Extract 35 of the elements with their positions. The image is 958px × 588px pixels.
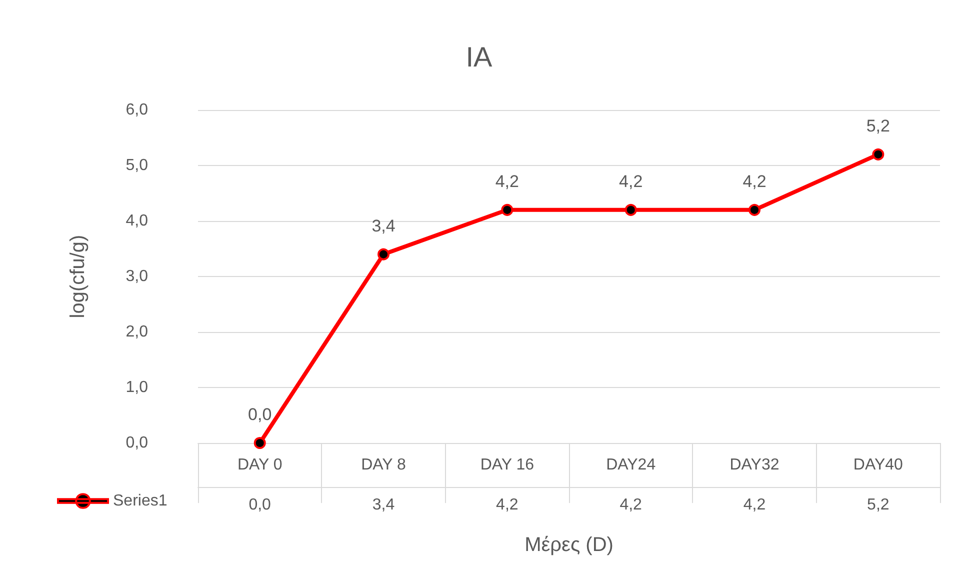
data-label: 3,4 bbox=[372, 496, 395, 514]
x-tick-label: DAY40 bbox=[853, 456, 904, 474]
data-label: 4,2 bbox=[496, 496, 518, 514]
point bbox=[872, 148, 884, 160]
y-tick-label: 6,0 bbox=[126, 102, 148, 118]
x-tick-label: DAY32 bbox=[730, 456, 780, 474]
point bbox=[748, 204, 760, 216]
point bbox=[378, 248, 390, 260]
y-tick-label: 5,0 bbox=[126, 157, 148, 174]
y-tick-label: 1,0 bbox=[126, 379, 148, 396]
x-tick-label: DAY 16 bbox=[480, 456, 534, 474]
chart-title: IA bbox=[466, 42, 493, 72]
data-label: 0,0 bbox=[248, 496, 272, 514]
y-tick-label: 3,0 bbox=[126, 268, 148, 285]
x-axis-title: Μέρες (D) bbox=[524, 534, 614, 556]
data-label: 5,2 bbox=[867, 496, 890, 514]
point bbox=[254, 437, 266, 449]
y-tick-label: 4,0 bbox=[126, 212, 148, 230]
y-tick-label: 2,0 bbox=[126, 324, 148, 340]
point bbox=[501, 204, 514, 216]
text: 5,2 bbox=[866, 116, 890, 136]
x-tick-label: DAY 8 bbox=[361, 456, 406, 474]
point bbox=[624, 204, 637, 216]
data-label: 4,2 bbox=[620, 496, 642, 514]
x-tick-label: DAY 0 bbox=[237, 456, 282, 474]
text: 4,2 bbox=[495, 172, 519, 191]
text: 0,0 bbox=[248, 405, 272, 424]
x-tick-label: DAY24 bbox=[606, 456, 656, 474]
text: 3,4 bbox=[372, 216, 396, 236]
y-axis-title: log(cfu/g) bbox=[67, 234, 89, 318]
text: 4,2 bbox=[619, 172, 643, 191]
text: 4,2 bbox=[742, 172, 766, 191]
y-tick-label: 0,0 bbox=[126, 434, 148, 452]
legend-label: Series1 bbox=[113, 492, 168, 510]
data-label: 4,2 bbox=[743, 496, 766, 514]
